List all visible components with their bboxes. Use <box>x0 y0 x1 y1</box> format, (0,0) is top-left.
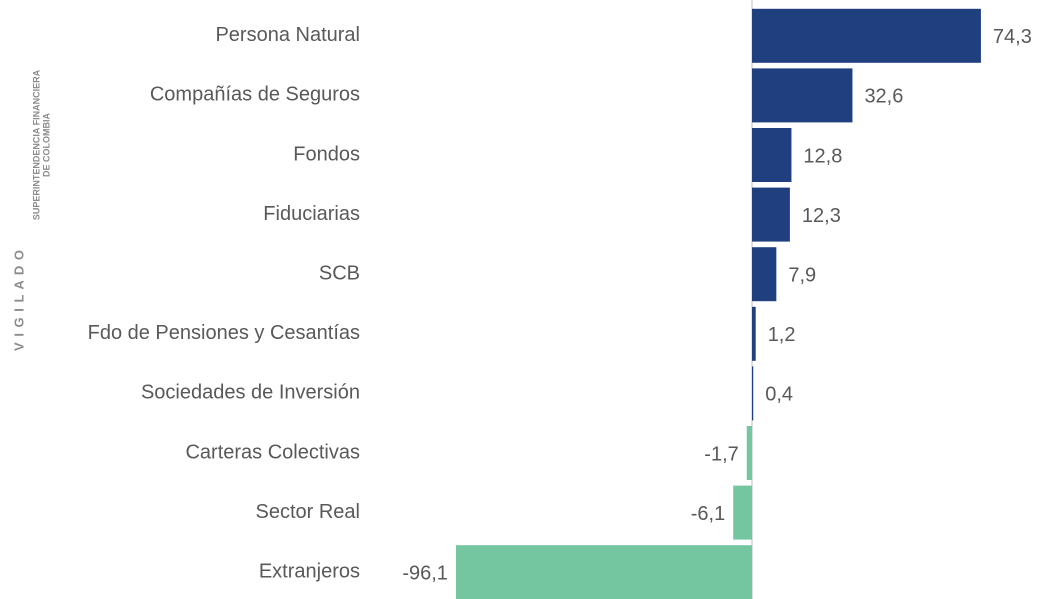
bar <box>746 426 752 480</box>
category-label: Sector Real <box>256 501 361 523</box>
bar <box>752 8 981 63</box>
watermark: V I G I L A D O <box>11 249 26 351</box>
category-label: Fdo de Pensiones y Cesantías <box>88 322 360 344</box>
value-label: 12,3 <box>802 205 841 227</box>
bar <box>752 306 756 361</box>
category-label: Carteras Colectivas <box>185 441 360 463</box>
bar <box>752 68 853 123</box>
value-label: 7,9 <box>788 264 816 286</box>
category-label: Persona Natural <box>215 24 360 46</box>
value-label: -6,1 <box>691 503 725 525</box>
bar <box>752 247 777 302</box>
value-label: 1,2 <box>768 324 796 346</box>
category-label: Fondos <box>293 143 360 165</box>
bar <box>455 545 752 599</box>
bar <box>752 366 754 421</box>
value-label: 32,6 <box>864 86 903 108</box>
bar <box>733 485 752 540</box>
value-label: 12,8 <box>803 145 842 167</box>
category-label: Extranjeros <box>259 560 360 582</box>
bar <box>752 187 790 242</box>
value-label: 74,3 <box>993 26 1032 48</box>
bar <box>752 128 792 182</box>
category-label: Fiduciarias <box>263 203 360 225</box>
category-label: Compañías de Seguros <box>150 84 360 106</box>
category-label: SCB <box>319 262 360 284</box>
category-label: Sociedades de Inversión <box>141 382 360 404</box>
watermark: DE COLOMBIA <box>41 113 51 177</box>
value-label: 0,4 <box>765 384 793 406</box>
value-label: -96,1 <box>402 562 448 584</box>
value-label: -1,7 <box>704 443 738 465</box>
watermark: SUPERINTENDENCIA FINANCIERA <box>31 69 41 220</box>
